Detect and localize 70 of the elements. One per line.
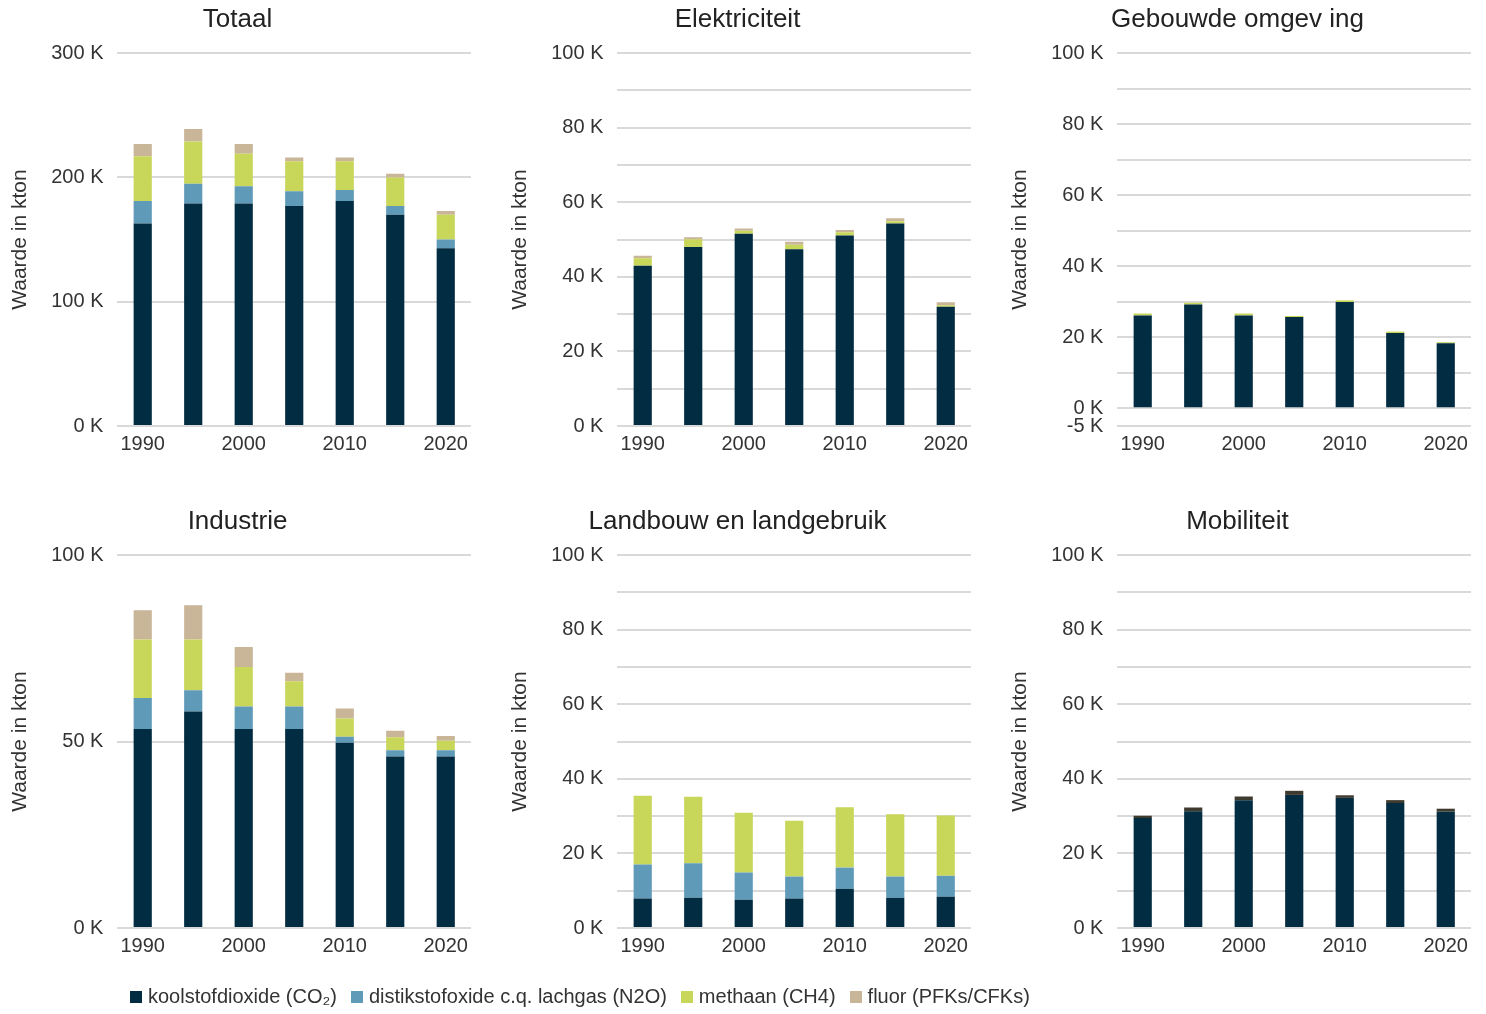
x-tick-label: 2010: [322, 431, 367, 454]
legend-label: fluor (PFKs/CFKs): [867, 985, 1030, 1008]
x-tick-label: 2000: [721, 933, 766, 956]
chart-title: Landbouw en landgebruik: [588, 504, 888, 535]
y-axis-title: Waarde in kton: [507, 169, 531, 310]
legend-label: distikstofoxide c.q. lachgas (N2O): [368, 985, 667, 1008]
x-tick-label: 1990: [620, 431, 665, 454]
x-tick-label: 2000: [221, 933, 266, 956]
y-tick-label: 20 K: [562, 338, 605, 361]
y-tick-label: 60 K: [1062, 691, 1105, 714]
y-axis-title: Waarde in kton: [7, 671, 31, 812]
chart-title: Gebouwde omgev ing: [1111, 2, 1364, 33]
y-tick-label: 80 K: [1062, 111, 1105, 134]
y-tick-label: 100 K: [51, 542, 105, 565]
chart-title: Industrie: [187, 504, 288, 535]
x-tick-label: 2010: [1322, 431, 1367, 454]
y-tick-label: 100 K: [51, 289, 105, 312]
x-tick-label: 1990: [1120, 933, 1165, 956]
x-tick-label: 2020: [1423, 933, 1468, 956]
y-tick-label: 20 K: [1062, 324, 1105, 347]
y-tick-label: 80 K: [1062, 617, 1105, 640]
x-tick-label: 1990: [1120, 431, 1165, 454]
x-tick-label: 1990: [120, 431, 165, 454]
chart-title: Elektriciteit: [674, 2, 802, 33]
x-tick-label: 2000: [1221, 933, 1266, 956]
x-tick-label: 2020: [423, 933, 468, 956]
x-tick-label: 2010: [322, 933, 367, 956]
y-tick-label: 40 K: [562, 766, 605, 789]
y-tick-label: 200 K: [51, 164, 105, 187]
y-tick-label: 80 K: [562, 617, 605, 640]
x-tick-label: 1990: [620, 933, 665, 956]
y-tick-label: 0 K: [573, 915, 605, 938]
y-tick-label: 0 K: [73, 413, 105, 436]
y-tick-label: 300 K: [51, 40, 105, 63]
y-tick-label: 100 K: [1051, 542, 1105, 565]
y-axis-title: Waarde in kton: [7, 169, 31, 310]
y-tick-label: 100 K: [1051, 40, 1105, 63]
legend-label: methaan (CH4): [698, 985, 836, 1008]
x-tick-label: 2020: [923, 933, 968, 956]
y-tick-label: 0 K: [573, 413, 605, 436]
x-tick-label: 1990: [120, 933, 165, 956]
y-tick-label: 50 K: [62, 729, 105, 752]
y-axis-title: Waarde in kton: [1007, 169, 1031, 310]
x-tick-label: 2010: [822, 431, 867, 454]
y-tick-label: 40 K: [1062, 766, 1105, 789]
y-tick-label: 60 K: [1062, 182, 1105, 205]
x-tick-label: 2020: [923, 431, 968, 454]
y-axis-title: Waarde in kton: [507, 671, 531, 812]
legend-label: koolstofdioxide (CO₂): [148, 985, 337, 1008]
y-tick-label: 60 K: [562, 691, 605, 714]
y-tick-label: 60 K: [562, 189, 605, 212]
y-tick-label: 80 K: [562, 115, 605, 138]
x-tick-label: 2010: [1322, 933, 1367, 956]
y-tick-label: 100 K: [551, 40, 605, 63]
y-tick-label: 20 K: [1062, 840, 1105, 863]
y-axis-title: Waarde in kton: [1007, 671, 1031, 812]
y-tick-label: 40 K: [1062, 253, 1105, 276]
x-tick-label: 2000: [221, 431, 266, 454]
x-tick-label: 2020: [423, 431, 468, 454]
x-tick-label: 2010: [822, 933, 867, 956]
chart-title: Totaal: [202, 2, 273, 33]
y-tick-label: 100 K: [551, 542, 605, 565]
x-tick-label: 2020: [1423, 431, 1468, 454]
y-tick-label: 0 K: [73, 915, 105, 938]
chart-title: Mobiliteit: [1186, 504, 1290, 535]
x-tick-label: 2000: [721, 431, 766, 454]
y-tick-label: 0 K: [1073, 915, 1105, 938]
y-tick-label: 40 K: [562, 264, 605, 287]
x-tick-label: 2000: [1221, 431, 1266, 454]
y-tick-label: 20 K: [562, 840, 605, 863]
